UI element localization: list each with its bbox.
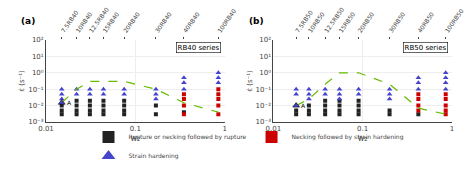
svg-text:100RB40: 100RB40 (216, 7, 238, 34)
svg-text:10⁻¹: 10⁻¹ (256, 86, 272, 94)
svg-text:30RB50: 30RB50 (387, 10, 406, 33)
svg-text:10RB40: 10RB40 (74, 10, 93, 33)
svg-text:10RB50: 10RB50 (306, 10, 325, 33)
svg-text:10⁰: 10⁰ (259, 69, 271, 77)
svg-text:7.5RB50: 7.5RB50 (294, 9, 314, 34)
svg-text:A: A (301, 102, 306, 109)
svg-text:10²: 10² (32, 36, 44, 44)
svg-text:w₂: w₂ (358, 134, 368, 143)
svg-text:12.5RB40: 12.5RB40 (87, 6, 110, 34)
svg-text:Rupture or necking followed by: Rupture or necking followed by rupture (129, 133, 247, 141)
svg-text:12.5RB50: 12.5RB50 (323, 6, 346, 34)
svg-text:10⁻²: 10⁻² (256, 102, 272, 110)
svg-text:100RB50: 100RB50 (443, 7, 465, 34)
svg-text:RB40 series: RB40 series (178, 44, 220, 52)
svg-text:10¹: 10¹ (259, 53, 271, 61)
svg-text:Strain hardening: Strain hardening (129, 152, 179, 160)
svg-text:15RB40: 15RB40 (101, 10, 120, 33)
svg-text:7.5RB40: 7.5RB40 (59, 9, 79, 34)
svg-text:0.01: 0.01 (38, 125, 54, 133)
svg-text:w₂: w₂ (130, 134, 140, 143)
svg-text:40RB40: 40RB40 (181, 10, 200, 33)
svg-text:10²: 10² (259, 36, 271, 44)
svg-text:1: 1 (222, 125, 226, 133)
svg-text:1: 1 (450, 125, 454, 133)
svg-text:0.1: 0.1 (130, 125, 141, 133)
svg-text:20RB40: 20RB40 (122, 10, 141, 33)
svg-text:40RB50: 40RB50 (416, 10, 435, 33)
svg-text:(a): (a) (21, 16, 35, 26)
svg-text:10⁻²: 10⁻² (28, 102, 44, 110)
svg-text:30RB40: 30RB40 (153, 10, 172, 33)
svg-text:ε̇ (s⁻¹): ε̇ (s⁻¹) (246, 70, 254, 92)
svg-text:10⁻¹: 10⁻¹ (28, 86, 44, 94)
svg-text:0.1: 0.1 (357, 125, 368, 133)
svg-text:Necking followed by strain har: Necking followed by strain hardening (292, 133, 404, 141)
svg-text:20RB50: 20RB50 (356, 10, 375, 33)
svg-text:RB50 series: RB50 series (405, 44, 447, 52)
svg-text:15RB50: 15RB50 (337, 10, 356, 33)
svg-text:(b): (b) (249, 16, 264, 26)
svg-text:A: A (67, 99, 72, 106)
svg-text:0.01: 0.01 (265, 125, 282, 134)
svg-text:10⁻³: 10⁻³ (256, 118, 272, 126)
svg-text:ε̇ (s⁻¹): ε̇ (s⁻¹) (18, 70, 26, 92)
svg-text:10¹: 10¹ (32, 53, 44, 61)
svg-text:10⁻³: 10⁻³ (28, 118, 44, 126)
svg-text:10⁰: 10⁰ (32, 69, 44, 77)
